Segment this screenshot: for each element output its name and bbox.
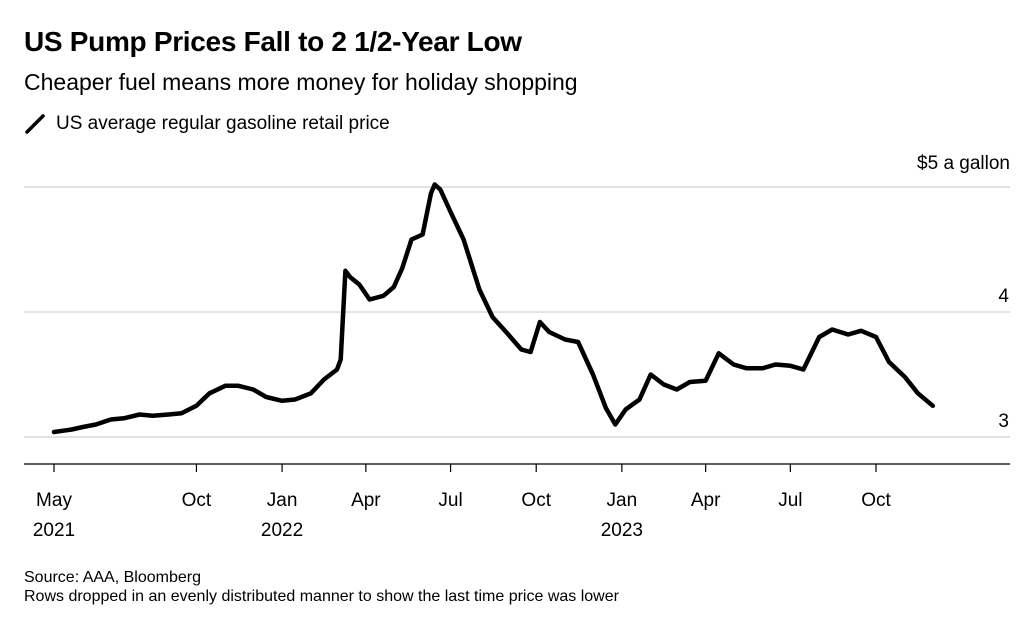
legend-label: US average regular gasoline retail price [56, 113, 390, 134]
x-tick-label-8: Jul [778, 490, 802, 511]
legend-line-icon [25, 114, 45, 134]
x-tick-label-6: Jan [607, 490, 638, 511]
legend: US average regular gasoline retail price [24, 113, 390, 135]
y-tick-label-3: 3 [998, 411, 1009, 432]
x-tick-year-0: 2021 [33, 520, 75, 541]
x-tick-label-5: Oct [521, 490, 551, 511]
y-tick-label-4: 4 [998, 286, 1009, 307]
x-tick-label-9: Oct [861, 490, 891, 511]
note-text: Rows dropped in an evenly distributed ma… [24, 588, 619, 605]
x-tick-year-2: 2022 [261, 520, 303, 541]
series-line-0 [51, 182, 936, 435]
x-tick-label-1: Oct [182, 490, 212, 511]
x-tick-label-2: Jan [267, 490, 298, 511]
x-tick-label-3: Apr [351, 490, 381, 511]
chart-footnote: Source: AAA, Bloomberg Rows dropped in a… [24, 568, 619, 606]
x-tick-label-4: Jul [438, 490, 462, 511]
source-text: Source: AAA, Bloomberg [24, 569, 201, 586]
chart-subtitle: Cheaper fuel means more money for holida… [24, 69, 578, 95]
chart-title: US Pump Prices Fall to 2 1/2-Year Low [24, 26, 522, 57]
y-unit-label: $5 a gallon [917, 153, 1010, 174]
x-tick-year-6: 2023 [601, 520, 643, 541]
x-tick-label-7: Apr [691, 490, 721, 511]
x-tick-label-0: May [36, 490, 72, 511]
